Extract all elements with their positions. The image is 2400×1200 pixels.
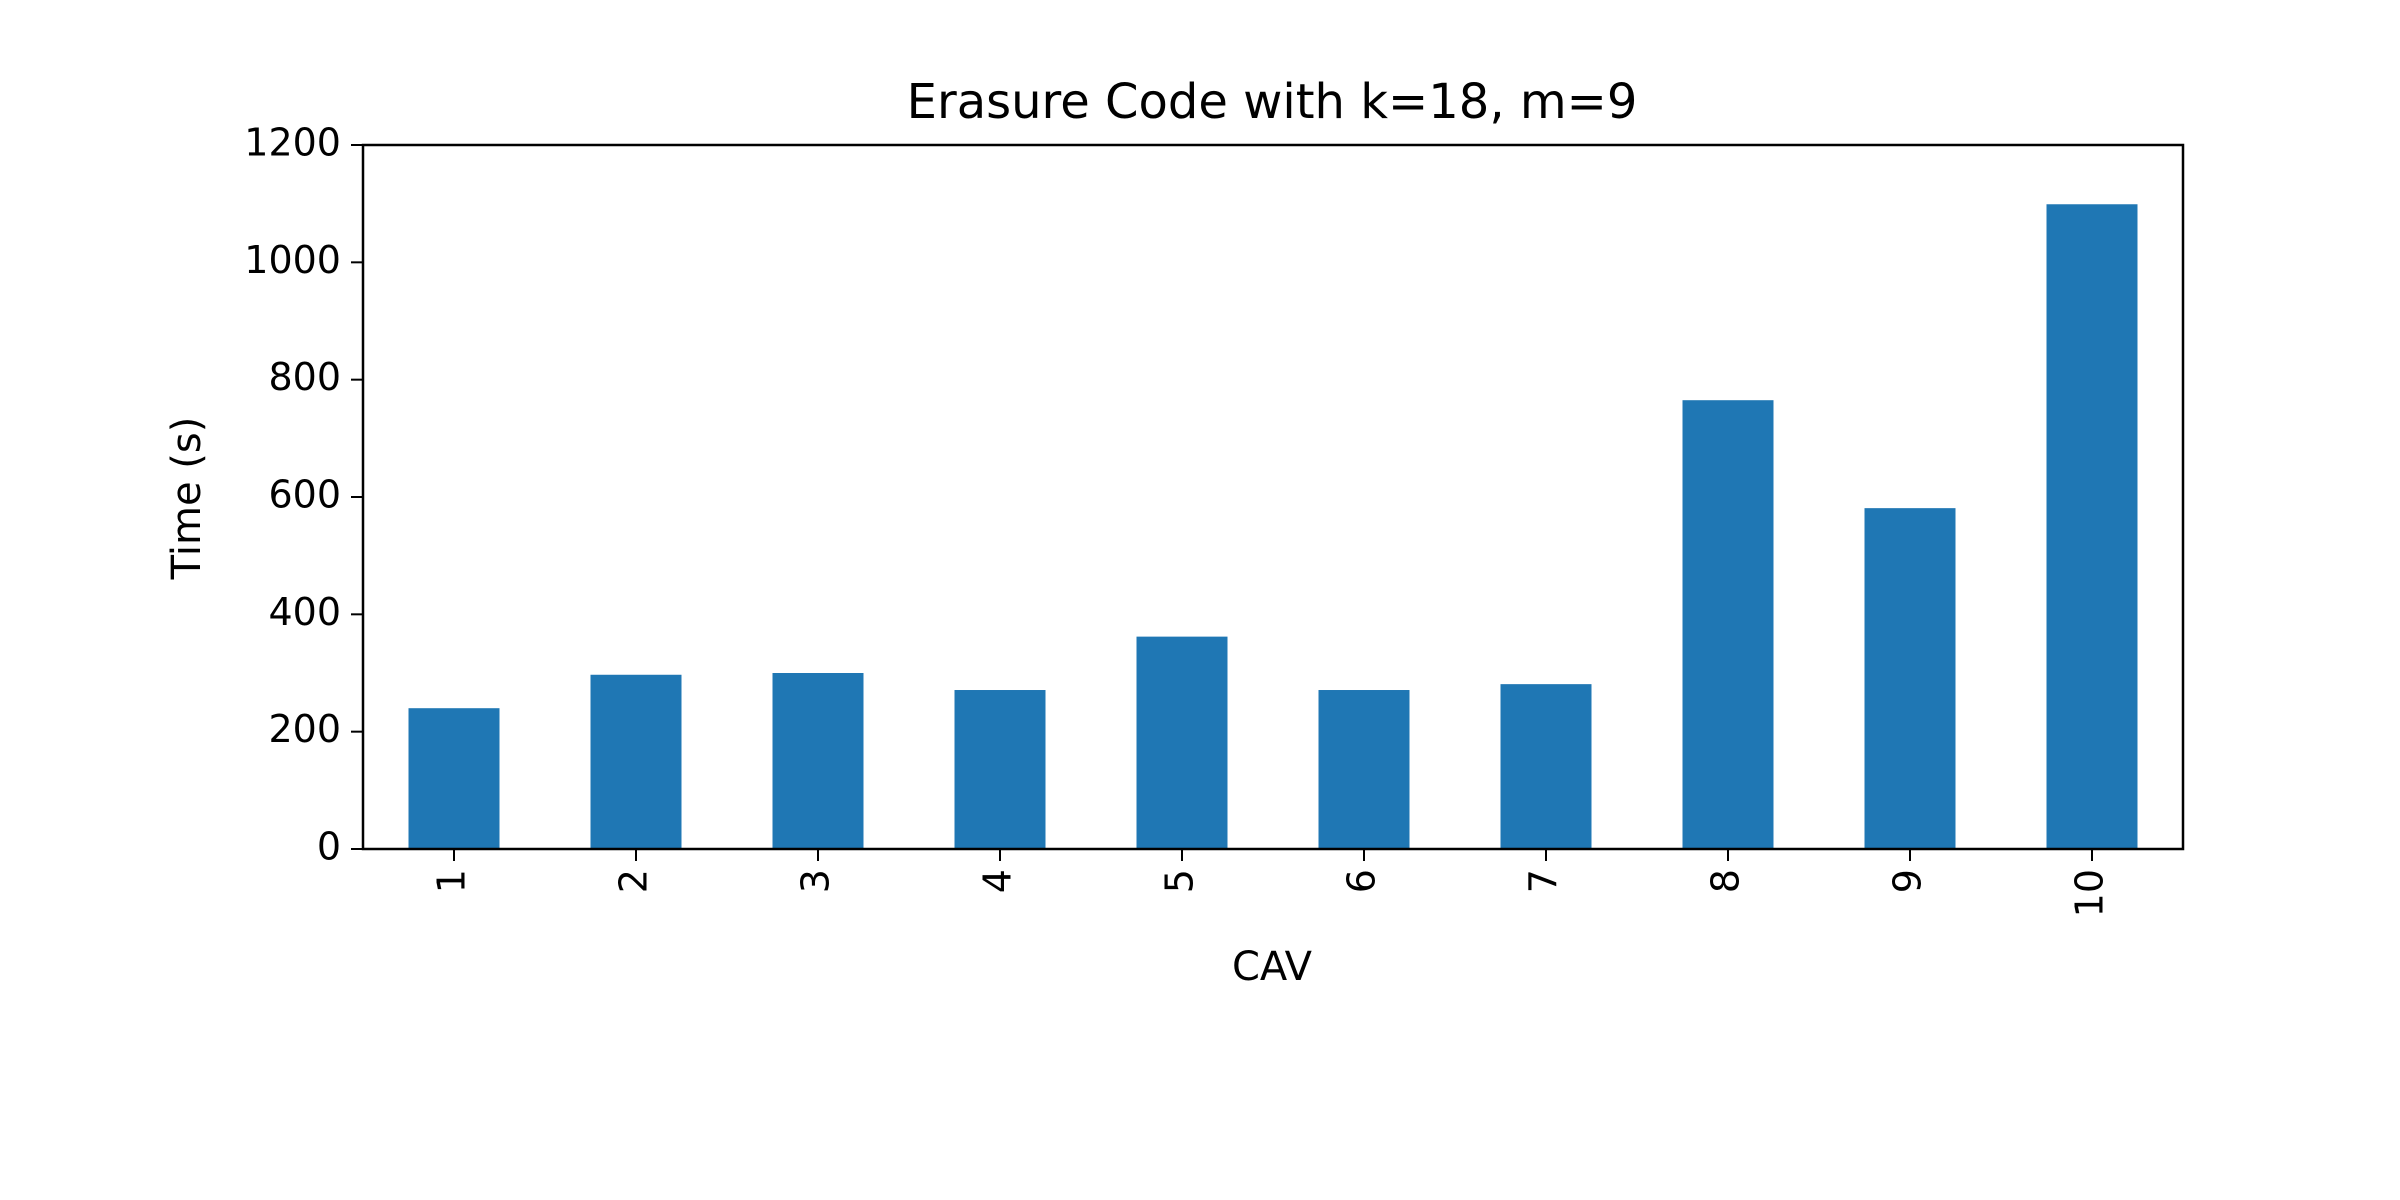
plot-frame <box>361 143 2185 851</box>
x-tick-label-2: 2 <box>612 869 656 893</box>
bars-group <box>408 204 2138 850</box>
bar-9 <box>1864 508 1956 849</box>
x-tick-label-4: 4 <box>976 869 1020 893</box>
y-tick-label-600: 600 <box>268 473 341 517</box>
y-tick-label-1200: 1200 <box>244 121 341 165</box>
y-tick-label-0: 0 <box>317 825 341 869</box>
bar-3 <box>772 673 864 849</box>
bar-4 <box>954 690 1046 849</box>
x-tick-label-10: 10 <box>2068 869 2112 917</box>
bar-5 <box>1136 636 1228 849</box>
bar-7 <box>1500 684 1592 849</box>
x-tick-label-1: 1 <box>430 869 474 893</box>
y-tick-label-200: 200 <box>268 707 341 751</box>
x-axis-label: CAV <box>1232 944 1313 990</box>
y-tick-label-400: 400 <box>268 590 341 634</box>
x-tick-label-6: 6 <box>1340 869 1384 893</box>
x-axis: 1 2 3 4 5 6 7 8 9 10 <box>430 849 2112 917</box>
bar-1 <box>408 708 500 849</box>
y-axis: 0 200 400 600 800 1000 1200 <box>244 121 363 869</box>
bar-8 <box>1682 400 1774 849</box>
chart-title: Erasure Code with k=18, m=9 <box>907 74 1638 130</box>
bar-6 <box>1318 690 1410 849</box>
y-tick-label-800: 800 <box>268 355 341 399</box>
y-tick-label-1000: 1000 <box>244 238 341 282</box>
y-axis-label: Time (s) <box>164 417 210 581</box>
x-tick-label-3: 3 <box>794 869 838 893</box>
x-tick-label-8: 8 <box>1704 869 1748 893</box>
x-tick-label-9: 9 <box>1886 869 1930 893</box>
bar-2 <box>590 674 682 849</box>
x-tick-label-5: 5 <box>1158 869 1202 893</box>
x-tick-label-7: 7 <box>1522 869 1566 893</box>
bar-10 <box>2046 204 2138 850</box>
